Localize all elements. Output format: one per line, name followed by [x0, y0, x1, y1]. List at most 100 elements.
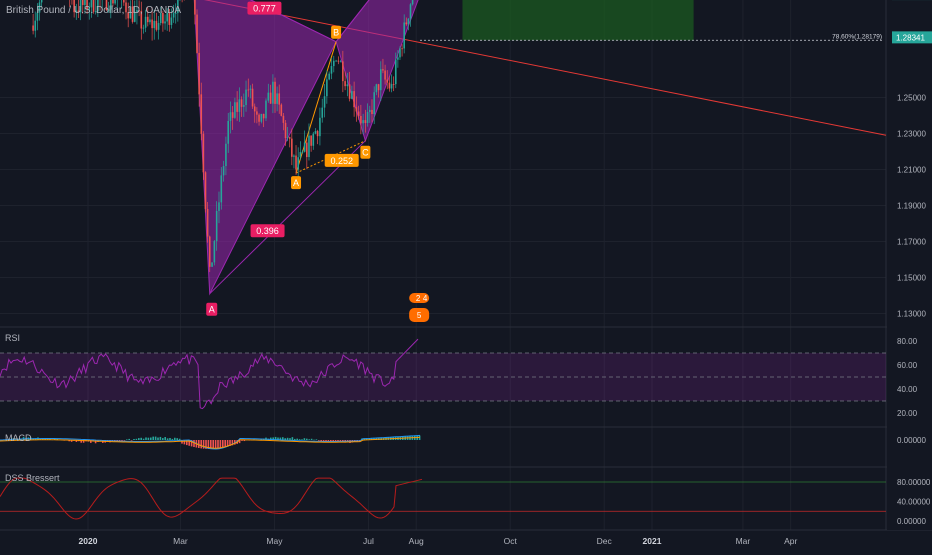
price-axis-tick: 1.13000: [897, 310, 926, 319]
candle-body: [194, 0, 196, 15]
candle-body: [386, 80, 388, 83]
rsi-axis-tick: 40.00: [897, 385, 918, 394]
candle-body: [384, 71, 386, 80]
dss-axis-tick: 0.00000: [897, 517, 926, 526]
candle-body: [315, 131, 317, 134]
ratio-label-ac-text: 0.396: [256, 226, 279, 236]
macd-histogram-bar: [179, 439, 181, 440]
candle-body: [410, 4, 412, 18]
macd-histogram-bar: [311, 439, 313, 440]
candle-body: [261, 114, 263, 122]
time-axis-tick: May: [266, 536, 283, 546]
rsi-axis-tick: 80.00: [897, 337, 918, 346]
price-axis[interactable]: 1.380001.360001.250001.230001.210001.190…: [887, 0, 932, 530]
candle-body: [378, 84, 380, 90]
candle-body: [211, 262, 213, 266]
candle-body: [371, 110, 373, 114]
macd-histogram-bar: [162, 438, 164, 440]
time-axis-tick: Mar: [173, 536, 188, 546]
candle-body: [114, 0, 116, 3]
candle-body: [41, 0, 43, 2]
time-axis-tick: 2021: [643, 536, 662, 546]
candle-body: [335, 61, 337, 62]
candle-body: [252, 89, 254, 107]
macd-pane-title: MACD: [5, 433, 32, 443]
candle-body: [200, 94, 202, 133]
candle-body: [247, 90, 249, 91]
candle-body: [310, 136, 312, 146]
candle-body: [241, 99, 243, 106]
macd-histogram-bar: [116, 440, 118, 441]
point-label-c-text: C: [362, 148, 369, 158]
candle-body: [405, 22, 407, 24]
macd-histogram-bar: [176, 438, 178, 440]
candle-body: [143, 28, 145, 29]
candle-body: [360, 116, 362, 123]
macd-histogram-bar: [306, 439, 308, 440]
candle-body: [256, 111, 258, 114]
point-label-a-text: A: [209, 305, 215, 315]
candle-body: [243, 105, 245, 107]
candle-body: [205, 172, 207, 209]
candle-body: [234, 102, 236, 118]
candle-body: [373, 92, 375, 114]
candle-body: [306, 143, 308, 158]
macd-histogram-bar: [174, 438, 176, 440]
candle-body: [401, 48, 403, 49]
macd-histogram-bar: [155, 437, 157, 440]
candle-body: [356, 107, 358, 111]
macd-histogram-bar: [318, 440, 320, 441]
macd-histogram-bar: [126, 439, 128, 440]
candle-body: [216, 211, 218, 241]
price-tag: 1.28341: [892, 31, 932, 43]
candle-body: [344, 81, 346, 86]
macd-histogram-bar: [289, 438, 291, 440]
candle-body: [395, 60, 397, 84]
macd-histogram-bar: [222, 440, 224, 448]
candle-body: [283, 116, 285, 123]
candle-body: [342, 61, 344, 81]
macd-histogram-bar: [200, 440, 202, 448]
candle-body: [250, 89, 252, 90]
macd-histogram-bar: [136, 439, 138, 440]
candle-body: [333, 61, 335, 66]
candle-body: [147, 17, 149, 22]
macd-histogram-bar: [164, 437, 166, 440]
candle-body: [403, 22, 405, 48]
macd-histogram-bar: [296, 439, 298, 440]
candle-body: [351, 91, 353, 99]
point-label-a: A: [206, 303, 217, 316]
candle-body: [397, 57, 399, 59]
time-axis-tick: Dec: [597, 536, 613, 546]
time-axis-tick: Oct: [504, 536, 518, 546]
fib-level-label: 78.60%(1.28179): [832, 33, 882, 40]
macd-histogram-bar: [128, 439, 130, 440]
candle-body: [203, 134, 205, 172]
candle-body: [319, 118, 321, 136]
candle-body: [32, 26, 34, 31]
event-badge-stack-bottom[interactable]: 5: [409, 308, 429, 322]
price-axis-tick: 1.23000: [897, 130, 926, 139]
candle-body: [328, 74, 330, 80]
macd-histogram-bar: [287, 438, 289, 440]
macd-histogram-bar: [160, 437, 162, 440]
chart-title: British Pound / U.S. Dollar, 1D, OANDA: [6, 5, 181, 16]
candle-body: [267, 93, 269, 101]
candle-body: [362, 120, 364, 123]
macd-histogram-bar: [217, 440, 219, 448]
price-tag-text: 1.28341: [896, 33, 925, 42]
macd-histogram-bar: [148, 438, 150, 440]
candle-body: [365, 120, 367, 123]
candle-body: [198, 53, 200, 94]
event-badge-count: 2: [416, 294, 421, 303]
macd-histogram-bar: [313, 440, 315, 441]
candle-body: [263, 114, 265, 118]
candle-body: [293, 156, 295, 157]
ratio-label-ac: 0.396: [251, 224, 285, 237]
candle-body: [285, 123, 287, 138]
dss-axis-tick: 80.00000: [897, 478, 931, 487]
candle-body: [317, 131, 319, 136]
macd-histogram-bar: [167, 438, 169, 440]
dss-pane-title: DSS Bressert: [5, 473, 60, 483]
